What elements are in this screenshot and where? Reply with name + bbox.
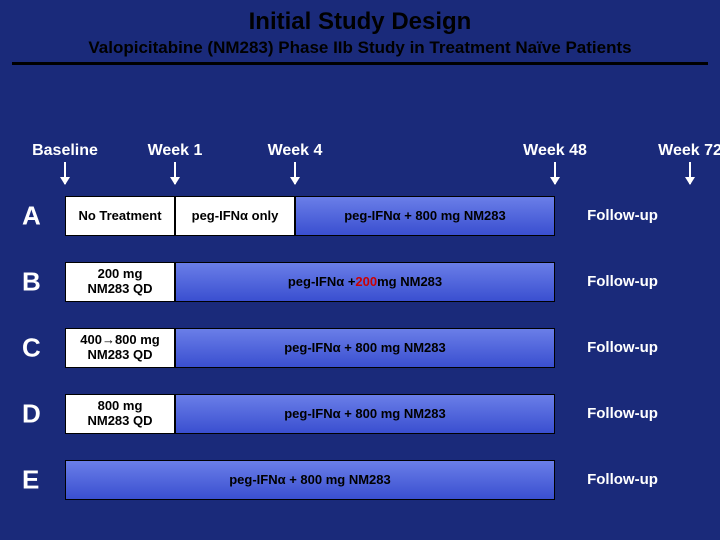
arm-segment: No Treatment: [65, 196, 175, 236]
arm-segment: peg-IFNα + 800 mg NM283: [65, 460, 555, 500]
arm-segment: peg-IFNα + 800 mg NM283: [295, 196, 555, 236]
arm-row: Epeg-IFNα + 800 mg NM283Follow-up: [0, 454, 720, 506]
timeline-label: Week 72: [658, 142, 720, 160]
arm-segment: peg-IFNα only: [175, 196, 295, 236]
arm-label: A: [22, 201, 41, 232]
arm-row: A No Treatmentpeg-IFNα onlypeg-IFNα + 800…: [0, 190, 720, 242]
timeline-label: Baseline: [32, 142, 98, 160]
followup-label: Follow-up: [555, 196, 690, 236]
arm-segment: 800 mgNM283 QD: [65, 394, 175, 434]
arm-segment: peg-IFNα + 800 mg NM283: [175, 394, 555, 434]
timeline-arrow: [174, 162, 176, 184]
page-title: Initial Study Design: [0, 8, 720, 36]
timeline-arrow: [64, 162, 66, 184]
header: Initial Study Design Valopicitabine (NM2…: [0, 0, 720, 58]
followup-label: Follow-up: [555, 262, 690, 302]
timeline-arrow: [294, 162, 296, 184]
timeline-label: Week 1: [148, 142, 203, 160]
arm-label: D: [22, 399, 41, 430]
study-arms: ANo Treatmentpeg-IFNα onlypeg-IFNα + 800…: [0, 190, 720, 520]
arm-segment: 200 mgNM283 QD: [65, 262, 175, 302]
timeline: Baseline Week 1 Week 4 Week 48 Week 72: [0, 142, 720, 182]
arm-label: B: [22, 267, 41, 298]
timeline-arrow: [554, 162, 556, 184]
followup-label: Follow-up: [555, 328, 690, 368]
arm-row: C 400→800 mgNM283 QDpeg-IFNα + 800 mg NM2…: [0, 322, 720, 374]
timeline-label: Week 48: [523, 142, 587, 160]
header-rule: [12, 62, 708, 65]
page-subtitle: Valopicitabine (NM283) Phase IIb Study i…: [0, 38, 720, 58]
arm-segment: 400→800 mgNM283 QD: [65, 328, 175, 368]
arm-label: C: [22, 333, 41, 364]
timeline-arrow: [689, 162, 691, 184]
followup-label: Follow-up: [555, 460, 690, 500]
arm-row: B 200 mgNM283 QDpeg-IFNα + 200 mg NM283Fo…: [0, 256, 720, 308]
timeline-label: Week 4: [268, 142, 323, 160]
arm-label: E: [22, 465, 39, 496]
followup-label: Follow-up: [555, 394, 690, 434]
arm-row: D 800 mgNM283 QDpeg-IFNα + 800 mg NM283Fo…: [0, 388, 720, 440]
arm-segment: peg-IFNα + 200 mg NM283: [175, 262, 555, 302]
arm-segment: peg-IFNα + 800 mg NM283: [175, 328, 555, 368]
